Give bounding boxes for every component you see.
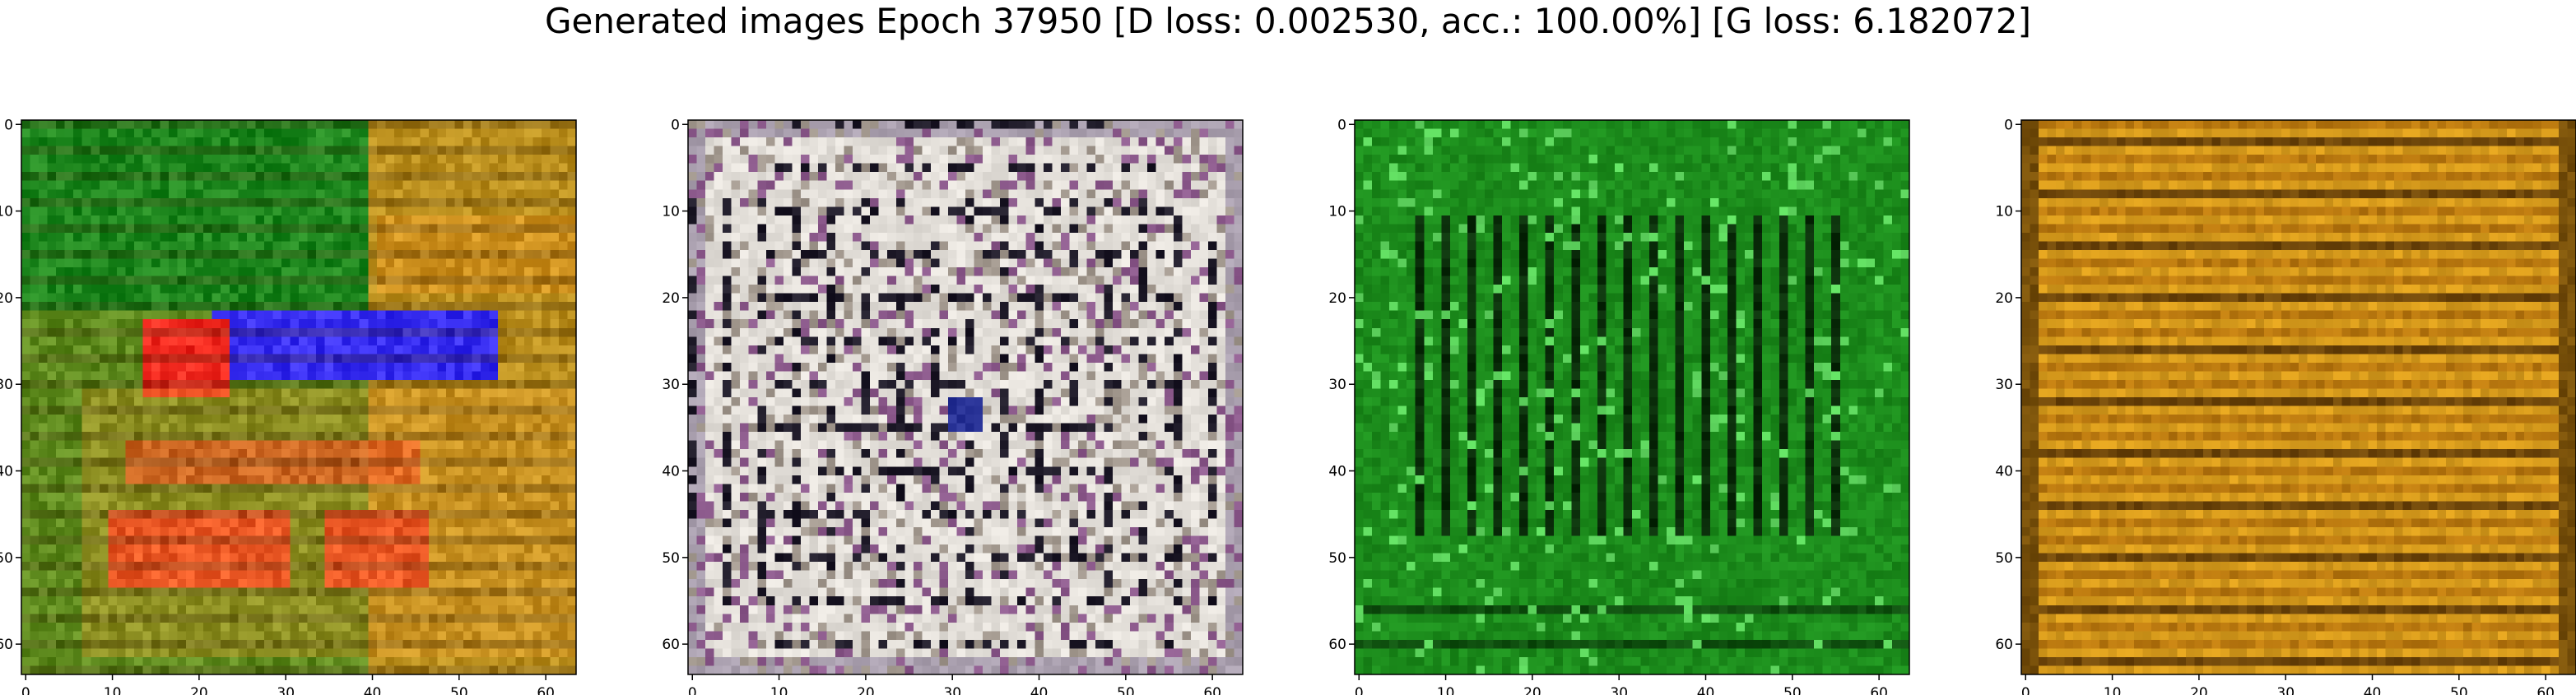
generated-image-4 (2021, 120, 2576, 675)
x-tick-label: 40 (1030, 685, 1049, 695)
image-panel-4: 0 10 20 30 40 50 60 0 10 20 30 40 50 60 (1995, 117, 2576, 695)
x-tick-label: 0 (688, 685, 697, 695)
x-tick-label: 30 (943, 685, 961, 695)
y-tick-label: 10 (0, 204, 13, 220)
x-tick-label: 60 (1870, 685, 1888, 695)
x-tick-label: 10 (2104, 685, 2122, 695)
x-tick-label: 20 (857, 685, 875, 695)
y-tick-label: 20 (662, 290, 680, 307)
y-tick-label: 50 (662, 550, 680, 567)
y-tick-label: 20 (1995, 290, 2013, 307)
x-tick-label: 40 (1697, 685, 1715, 695)
x-tick-label: 30 (277, 685, 295, 695)
generated-image-3 (1355, 120, 1910, 675)
y-tick-label: 60 (662, 637, 680, 653)
axes-frame (687, 119, 1244, 675)
y-tick-label: 0 (4, 117, 13, 133)
x-tick-label: 10 (770, 685, 788, 695)
y-tick-label: 50 (1328, 550, 1346, 567)
y-tick-label: 10 (1995, 204, 2013, 220)
generated-image-1 (21, 120, 577, 675)
image-panel-2: 0 10 20 30 40 50 60 0 10 20 30 40 50 60 (662, 117, 1244, 695)
y-tick-label: 40 (662, 464, 680, 480)
x-tick-label: 50 (1117, 685, 1135, 695)
x-tick-label: 50 (450, 685, 468, 695)
x-tick-label: 50 (1783, 685, 1802, 695)
y-tick-label: 40 (1328, 464, 1346, 480)
generated-image-2 (688, 120, 1244, 675)
x-tick-label: 30 (2276, 685, 2295, 695)
x-tick-label: 20 (190, 685, 208, 695)
y-tick-label: 50 (1995, 550, 2013, 567)
axes-frame (2020, 119, 2576, 675)
x-tick-label: 0 (21, 685, 30, 695)
x-tick-label: 30 (1610, 685, 1628, 695)
x-tick-label: 10 (104, 685, 122, 695)
figure-title: Generated images Epoch 37950 [D loss: 0.… (544, 1, 2032, 41)
y-tick-label: 10 (662, 204, 680, 220)
x-tick-label: 40 (2364, 685, 2382, 695)
y-tick-label: 40 (0, 464, 13, 480)
x-tick-label: 60 (2536, 685, 2555, 695)
y-tick-label: 0 (1337, 117, 1346, 133)
y-tick-label: 10 (1328, 204, 1346, 220)
axes-frame (21, 119, 577, 675)
x-tick-label: 0 (2021, 685, 2030, 695)
y-tick-label: 60 (0, 637, 13, 653)
x-tick-label: 10 (1437, 685, 1455, 695)
y-tick-label: 30 (0, 377, 13, 393)
x-tick-label: 50 (2450, 685, 2468, 695)
y-tick-label: 30 (1995, 377, 2013, 393)
y-tick-label: 20 (0, 290, 13, 307)
y-tick-label: 50 (0, 550, 13, 567)
y-tick-label: 40 (1995, 464, 2013, 480)
x-tick-label: 40 (364, 685, 382, 695)
y-tick-label: 60 (1995, 637, 2013, 653)
y-tick-label: 60 (1328, 637, 1346, 653)
image-panel-3: 0 10 20 30 40 50 60 0 10 20 30 40 50 60 (1328, 117, 1910, 695)
x-tick-label: 60 (1203, 685, 1221, 695)
x-tick-label: 0 (1355, 685, 1364, 695)
y-tick-label: 30 (662, 377, 680, 393)
y-tick-label: 0 (671, 117, 680, 133)
x-tick-label: 60 (537, 685, 555, 695)
image-panel-1: 0 10 20 30 40 50 60 0 10 20 30 40 50 60 (0, 117, 577, 695)
x-tick-label: 20 (2190, 685, 2208, 695)
axes-frame (1354, 119, 1910, 675)
x-tick-label: 20 (1523, 685, 1541, 695)
y-tick-label: 30 (1328, 377, 1346, 393)
y-tick-label: 0 (2004, 117, 2013, 133)
y-tick-label: 20 (1328, 290, 1346, 307)
